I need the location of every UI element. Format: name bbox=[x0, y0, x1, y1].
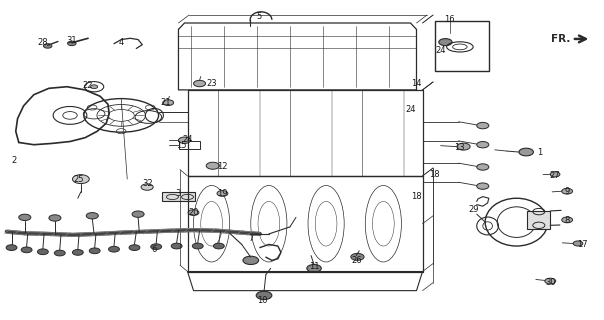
Circle shape bbox=[206, 162, 219, 169]
Text: 1: 1 bbox=[538, 148, 542, 156]
Text: 17: 17 bbox=[577, 240, 588, 249]
Circle shape bbox=[192, 243, 203, 249]
Text: FR.: FR. bbox=[551, 34, 570, 44]
Text: 25: 25 bbox=[74, 175, 85, 184]
Text: 11: 11 bbox=[309, 262, 320, 271]
Circle shape bbox=[91, 85, 98, 89]
Text: 6: 6 bbox=[152, 245, 157, 254]
Circle shape bbox=[243, 256, 259, 265]
Text: 21: 21 bbox=[160, 98, 170, 107]
Circle shape bbox=[477, 183, 489, 189]
Text: 30: 30 bbox=[545, 278, 556, 287]
Circle shape bbox=[151, 244, 162, 250]
Text: 26: 26 bbox=[351, 256, 362, 265]
Text: 24: 24 bbox=[405, 105, 416, 114]
Text: 8: 8 bbox=[565, 216, 570, 225]
Circle shape bbox=[21, 247, 32, 253]
Circle shape bbox=[43, 44, 52, 48]
Circle shape bbox=[72, 250, 83, 255]
Circle shape bbox=[562, 188, 573, 194]
Circle shape bbox=[6, 245, 17, 251]
Circle shape bbox=[439, 39, 452, 46]
Text: 28: 28 bbox=[37, 38, 48, 47]
Text: 18: 18 bbox=[411, 192, 422, 201]
Circle shape bbox=[109, 246, 120, 252]
Text: 15: 15 bbox=[176, 141, 187, 150]
Circle shape bbox=[132, 211, 144, 217]
Text: 31: 31 bbox=[66, 36, 77, 45]
Circle shape bbox=[54, 250, 65, 256]
Text: 24: 24 bbox=[435, 45, 446, 55]
Circle shape bbox=[477, 141, 489, 148]
Circle shape bbox=[178, 137, 190, 143]
Text: 22: 22 bbox=[83, 81, 94, 90]
Circle shape bbox=[89, 248, 100, 254]
Text: 27: 27 bbox=[550, 172, 561, 180]
Text: 24: 24 bbox=[182, 135, 193, 144]
Text: 3: 3 bbox=[176, 189, 181, 198]
Text: 16: 16 bbox=[445, 15, 455, 24]
Text: 7: 7 bbox=[248, 234, 254, 243]
Circle shape bbox=[171, 243, 182, 249]
Text: 20: 20 bbox=[188, 208, 199, 217]
Text: 32: 32 bbox=[142, 180, 152, 188]
Text: 23: 23 bbox=[207, 79, 217, 88]
Circle shape bbox=[256, 291, 272, 300]
Circle shape bbox=[351, 253, 364, 260]
Circle shape bbox=[307, 265, 321, 272]
Text: 5: 5 bbox=[256, 12, 262, 21]
Text: 18: 18 bbox=[429, 170, 440, 179]
Bar bbox=[434, 21, 489, 71]
Circle shape bbox=[519, 148, 533, 156]
Circle shape bbox=[141, 184, 153, 190]
Circle shape bbox=[86, 212, 98, 219]
Text: 14: 14 bbox=[411, 79, 422, 88]
Text: 19: 19 bbox=[217, 189, 228, 198]
Circle shape bbox=[49, 215, 61, 221]
Circle shape bbox=[477, 123, 489, 129]
Text: 2: 2 bbox=[11, 156, 16, 164]
Text: 10: 10 bbox=[257, 296, 268, 305]
Circle shape bbox=[129, 245, 140, 251]
Text: 4: 4 bbox=[118, 38, 124, 47]
Circle shape bbox=[193, 80, 205, 87]
Circle shape bbox=[217, 191, 228, 196]
Circle shape bbox=[457, 143, 470, 150]
Bar bbox=[162, 193, 195, 201]
Circle shape bbox=[68, 41, 76, 46]
Text: 29: 29 bbox=[469, 205, 479, 214]
Circle shape bbox=[163, 100, 173, 106]
Text: 12: 12 bbox=[217, 162, 228, 171]
Circle shape bbox=[550, 172, 560, 177]
Circle shape bbox=[188, 210, 199, 215]
Circle shape bbox=[72, 175, 89, 184]
Circle shape bbox=[19, 214, 31, 220]
Text: 13: 13 bbox=[455, 143, 465, 152]
Circle shape bbox=[573, 241, 583, 246]
Circle shape bbox=[37, 249, 48, 255]
Circle shape bbox=[562, 217, 573, 223]
Text: 9: 9 bbox=[565, 188, 570, 196]
Bar bbox=[179, 141, 200, 149]
Bar bbox=[527, 211, 550, 228]
Circle shape bbox=[213, 243, 224, 249]
Circle shape bbox=[477, 164, 489, 170]
Circle shape bbox=[545, 278, 556, 284]
